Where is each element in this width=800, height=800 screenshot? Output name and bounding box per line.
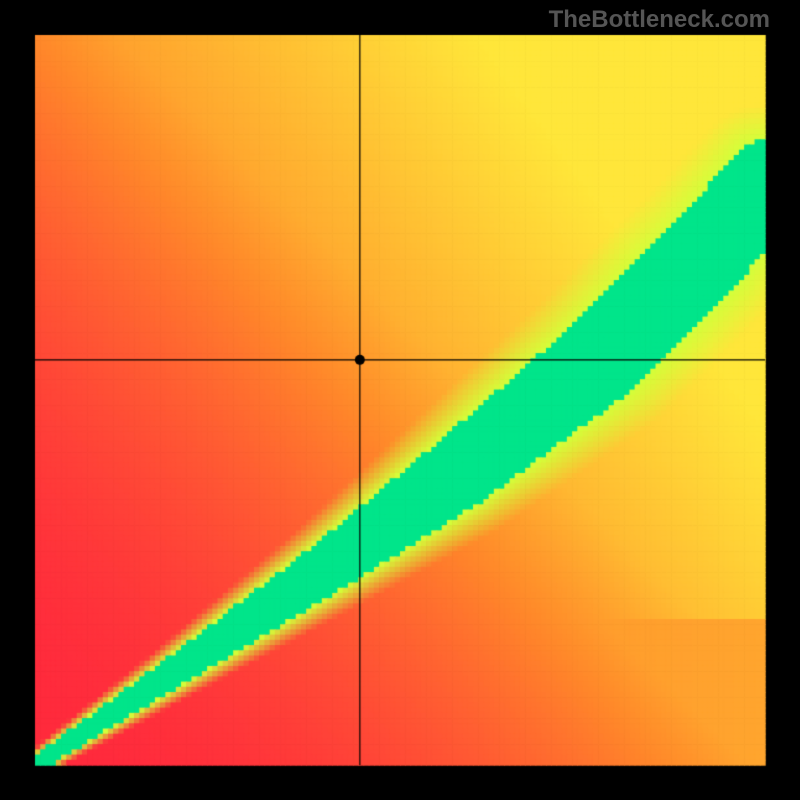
- chart-container: TheBottleneck.com: [0, 0, 800, 800]
- watermark-text: TheBottleneck.com: [549, 6, 770, 34]
- heatmap-chart: [0, 0, 800, 800]
